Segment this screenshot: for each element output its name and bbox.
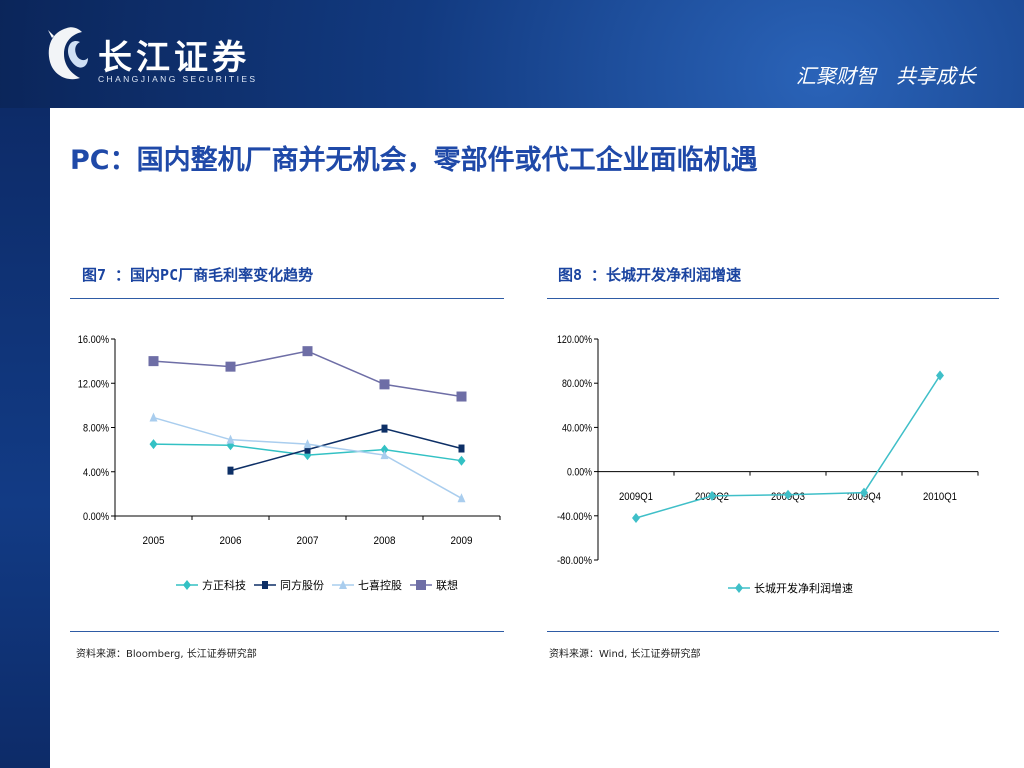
y-tick-label: 0.00% [567,467,592,479]
data-point [225,361,236,372]
data-point [860,487,868,498]
legend-marker [183,580,191,590]
y-tick-label: 4.00% [83,467,109,479]
data-point [149,439,158,450]
left-decorative-strip [0,108,50,768]
x-tick-label: 2007 [297,535,319,547]
y-tick-label: -80.00% [557,555,592,567]
legend-label: 方正科技 [202,578,246,592]
data-point [708,490,716,501]
legend-label: 长城开发净利润增速 [754,581,853,595]
logo-emblem-icon [48,27,88,80]
legend-label: 同方股份 [280,578,324,592]
x-tick-label: 2010Q1 [923,491,957,503]
figure-7-title: 图7 ：国内PC厂商毛利率变化趋势 [82,266,314,284]
figure-7-top-rule [70,298,504,299]
data-point [381,424,388,433]
logo-subtitle: CHANGJIANG SECURITIES [98,74,258,84]
figure-7-bottom-rule [70,631,504,632]
data-point [149,412,158,422]
data-point [936,370,944,381]
data-point [456,391,467,402]
company-logo: 长江证券 CHANGJIANG SECURITIES [42,24,282,94]
legend-marker [339,580,347,589]
data-point [148,356,159,367]
figure-8-top-rule [547,298,999,299]
logo-text: 长江证券 [98,38,250,78]
figure-8-source: 资料来源：Wind, 长江证券研究部 [549,649,701,660]
figure-8-title: 图8 ：长城开发净利润增速 [558,266,742,284]
data-point [227,466,234,475]
y-tick-label: 80.00% [562,378,592,390]
legend-marker [416,580,426,590]
figure-8-bottom-rule [547,631,999,632]
y-tick-label: 120.00% [557,334,592,346]
x-tick-label: 2008 [374,535,396,547]
legend-marker [262,581,268,589]
legend-marker [735,583,743,593]
figure-7-source: 资料来源：Bloomberg, 长江证券研究部 [76,649,257,660]
x-tick-label: 2009 [451,535,473,547]
y-tick-label: 40.00% [562,422,592,434]
y-tick-label: 8.00% [83,423,109,435]
y-tick-label: -40.00% [557,511,592,523]
page-title: PC：国内整机厂商并无机会，零部件或代工企业面临机遇 [70,145,758,176]
data-point [226,434,235,444]
x-tick-label: 2005 [143,535,165,547]
data-point [457,455,466,466]
data-point [302,346,313,357]
data-point [632,513,640,524]
data-point [380,450,389,460]
header-slogan: 汇聚财智 共享成长 [796,64,976,88]
y-tick-label: 0.00% [83,511,109,523]
legend-label: 七喜控股 [358,578,402,592]
legend-label: 联想 [436,578,458,592]
data-point [303,439,312,449]
data-point [457,493,466,503]
y-tick-label: 16.00% [78,334,109,346]
data-point [380,444,389,455]
data-point [379,379,390,390]
data-point [304,445,311,454]
x-tick-label: 2009Q1 [619,491,653,503]
x-tick-label: 2006 [220,535,242,547]
y-tick-label: 12.00% [78,378,109,390]
content-panel [50,108,1024,768]
series-line [230,427,462,472]
data-point [784,489,792,500]
data-point [458,444,465,453]
